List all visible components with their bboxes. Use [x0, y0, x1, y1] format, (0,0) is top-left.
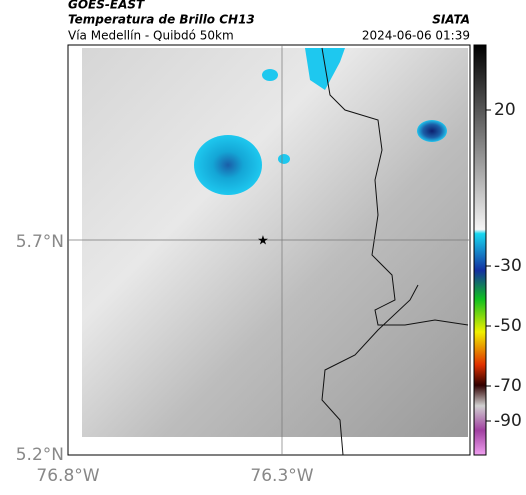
region: Vía Medellín - Quibdó 50km: [68, 29, 234, 43]
cloud: [305, 48, 345, 90]
colorbar-label: -90: [494, 411, 522, 431]
lon-label: 76.8°W: [36, 466, 99, 486]
cloud: [278, 154, 290, 164]
location-marker: ★: [257, 234, 269, 249]
title: Temperatura de Brillo CH13: [68, 13, 255, 27]
colorbar-label: -70: [494, 376, 522, 396]
source: GOES-EAST: [68, 0, 145, 12]
cloud: [262, 69, 278, 81]
datetime: 2024-06-06 01:39: [362, 29, 470, 43]
lat-label: 5.7°N: [16, 232, 64, 252]
colorbar-label: -30: [494, 256, 522, 276]
colorbar: [473, 44, 487, 456]
lon-label: 76.3°W: [250, 466, 313, 486]
border-line: [321, 47, 469, 456]
colorbar-label: 20: [494, 100, 516, 120]
colorbar-label: -50: [494, 316, 522, 336]
satellite-image: [82, 48, 468, 437]
colorbar-ticks: 20 -30 -50 -70 -90: [486, 100, 522, 431]
cloud: [417, 120, 447, 142]
agency: SIATA: [432, 13, 470, 27]
map-frame: ★: [67, 44, 471, 456]
lat-label: 5.2°N: [16, 445, 64, 465]
cloud: [194, 135, 262, 195]
